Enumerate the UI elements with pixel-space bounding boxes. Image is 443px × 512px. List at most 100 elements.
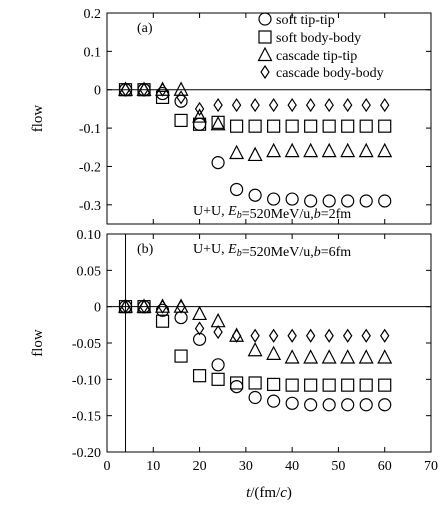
data-point-square: [192, 117, 207, 131]
data-point-circle: [230, 182, 244, 197]
panel-annotation: U+U, Eb=520MeV/u,b=2fm: [193, 204, 351, 222]
data-point-square: [155, 314, 170, 328]
data-point-diamond: [213, 97, 223, 113]
y-tick-label: 0.1: [84, 45, 102, 60]
legend-marker-triangle: [257, 46, 273, 62]
x-axis-label: t/(fm/c): [246, 485, 292, 501]
plot-frame-1: [106, 12, 432, 225]
y-tick-label: -0.3: [79, 199, 101, 214]
panel-label: (a): [137, 21, 153, 36]
x-tick-label: 50: [331, 459, 345, 474]
data-point-diamond: [213, 325, 223, 340]
data-point-square: [341, 119, 355, 133]
data-point-triangle: [303, 142, 319, 158]
data-point-square: [174, 113, 188, 128]
data-point-circle: [304, 194, 318, 208]
data-point-triangle: [247, 341, 263, 357]
data-point-circle: [341, 398, 355, 412]
data-point-triangle: [321, 349, 337, 364]
legend-label: cascade body-body: [276, 66, 384, 81]
legend-marker-square: [258, 30, 272, 44]
data-point-diamond: [231, 328, 242, 343]
data-point-square: [174, 349, 188, 363]
y-tick-label: -0.15: [72, 410, 101, 425]
y-tick-label: -0.10: [72, 373, 101, 388]
legend-marker-circle: [258, 12, 272, 26]
data-point-triangle: [210, 115, 226, 131]
data-point-circle: [230, 380, 244, 394]
x-tick-label: 0: [104, 459, 111, 474]
data-point-diamond: [324, 97, 334, 113]
y-tick-label: 0.10: [77, 228, 102, 243]
data-point-triangle: [340, 349, 356, 364]
data-point-square: [192, 369, 207, 383]
x-tick-label: 60: [378, 459, 392, 474]
data-point-circle: [267, 192, 281, 206]
data-point-diamond: [176, 299, 186, 314]
data-point-square: [230, 119, 244, 133]
data-point-diamond: [157, 82, 168, 97]
x-tick-label: 30: [239, 459, 253, 474]
data-point-diamond: [287, 97, 297, 113]
data-point-square: [359, 378, 373, 392]
data-point-triangle: [284, 142, 300, 158]
data-point-diamond: [342, 328, 353, 343]
data-point-diamond: [120, 299, 131, 314]
data-point-triangle: [210, 312, 226, 328]
data-point-triangle: [192, 305, 208, 321]
data-point-diamond: [379, 97, 390, 113]
legend-label: soft body-body: [276, 31, 361, 46]
data-point-diamond: [268, 97, 279, 113]
data-point-square: [267, 119, 281, 133]
data-point-triangle: [321, 142, 337, 158]
y-tick-label: -0.1: [79, 122, 101, 137]
data-point-diamond: [361, 97, 371, 113]
data-point-diamond: [194, 321, 205, 336]
data-point-triangle: [358, 142, 374, 158]
y-tick-label: 0: [94, 84, 101, 99]
data-point-circle: [192, 117, 207, 131]
data-point-square: [322, 378, 336, 392]
plot-frame-2: [106, 233, 432, 453]
data-point-diamond: [268, 328, 279, 343]
data-point-circle: [285, 192, 299, 206]
data-point-triangle: [247, 146, 263, 162]
y-axis-label: flow: [30, 329, 46, 357]
data-point-circle: [211, 358, 225, 372]
data-point-circle: [359, 398, 373, 412]
data-point-diamond: [305, 97, 316, 113]
data-point-circle: [211, 156, 225, 170]
legend-label: soft tip-tip: [276, 13, 335, 28]
data-point-diamond: [139, 82, 149, 97]
data-point-square: [341, 378, 355, 392]
data-point-triangle: [229, 144, 245, 160]
data-point-circle: [304, 398, 318, 412]
data-point-diamond: [139, 299, 149, 314]
data-point-square: [378, 119, 392, 133]
y-tick-label: 0.2: [84, 7, 102, 22]
data-point-circle: [322, 398, 336, 412]
data-point-circle: [267, 394, 281, 408]
data-point-circle: [285, 396, 299, 410]
data-point-diamond: [157, 299, 168, 314]
data-point-diamond: [379, 328, 390, 343]
data-point-triangle: [377, 349, 393, 364]
data-point-triangle: [340, 142, 356, 158]
data-point-square: [378, 378, 392, 392]
data-point-square: [304, 119, 318, 133]
data-point-square: [359, 119, 373, 133]
data-point-circle: [248, 390, 262, 405]
data-point-diamond: [287, 328, 297, 343]
x-tick-label: 70: [424, 459, 438, 474]
data-point-square: [155, 90, 170, 105]
data-point-diamond: [250, 328, 260, 343]
panel-label: (b): [137, 242, 154, 257]
x-tick-label: 20: [193, 459, 207, 474]
legend-label: cascade tip-tip: [276, 49, 357, 64]
data-point-square: [267, 377, 281, 392]
data-point-square: [304, 378, 318, 392]
data-point-square: [248, 376, 262, 390]
data-point-circle: [341, 194, 355, 208]
data-point-square: [285, 378, 299, 392]
